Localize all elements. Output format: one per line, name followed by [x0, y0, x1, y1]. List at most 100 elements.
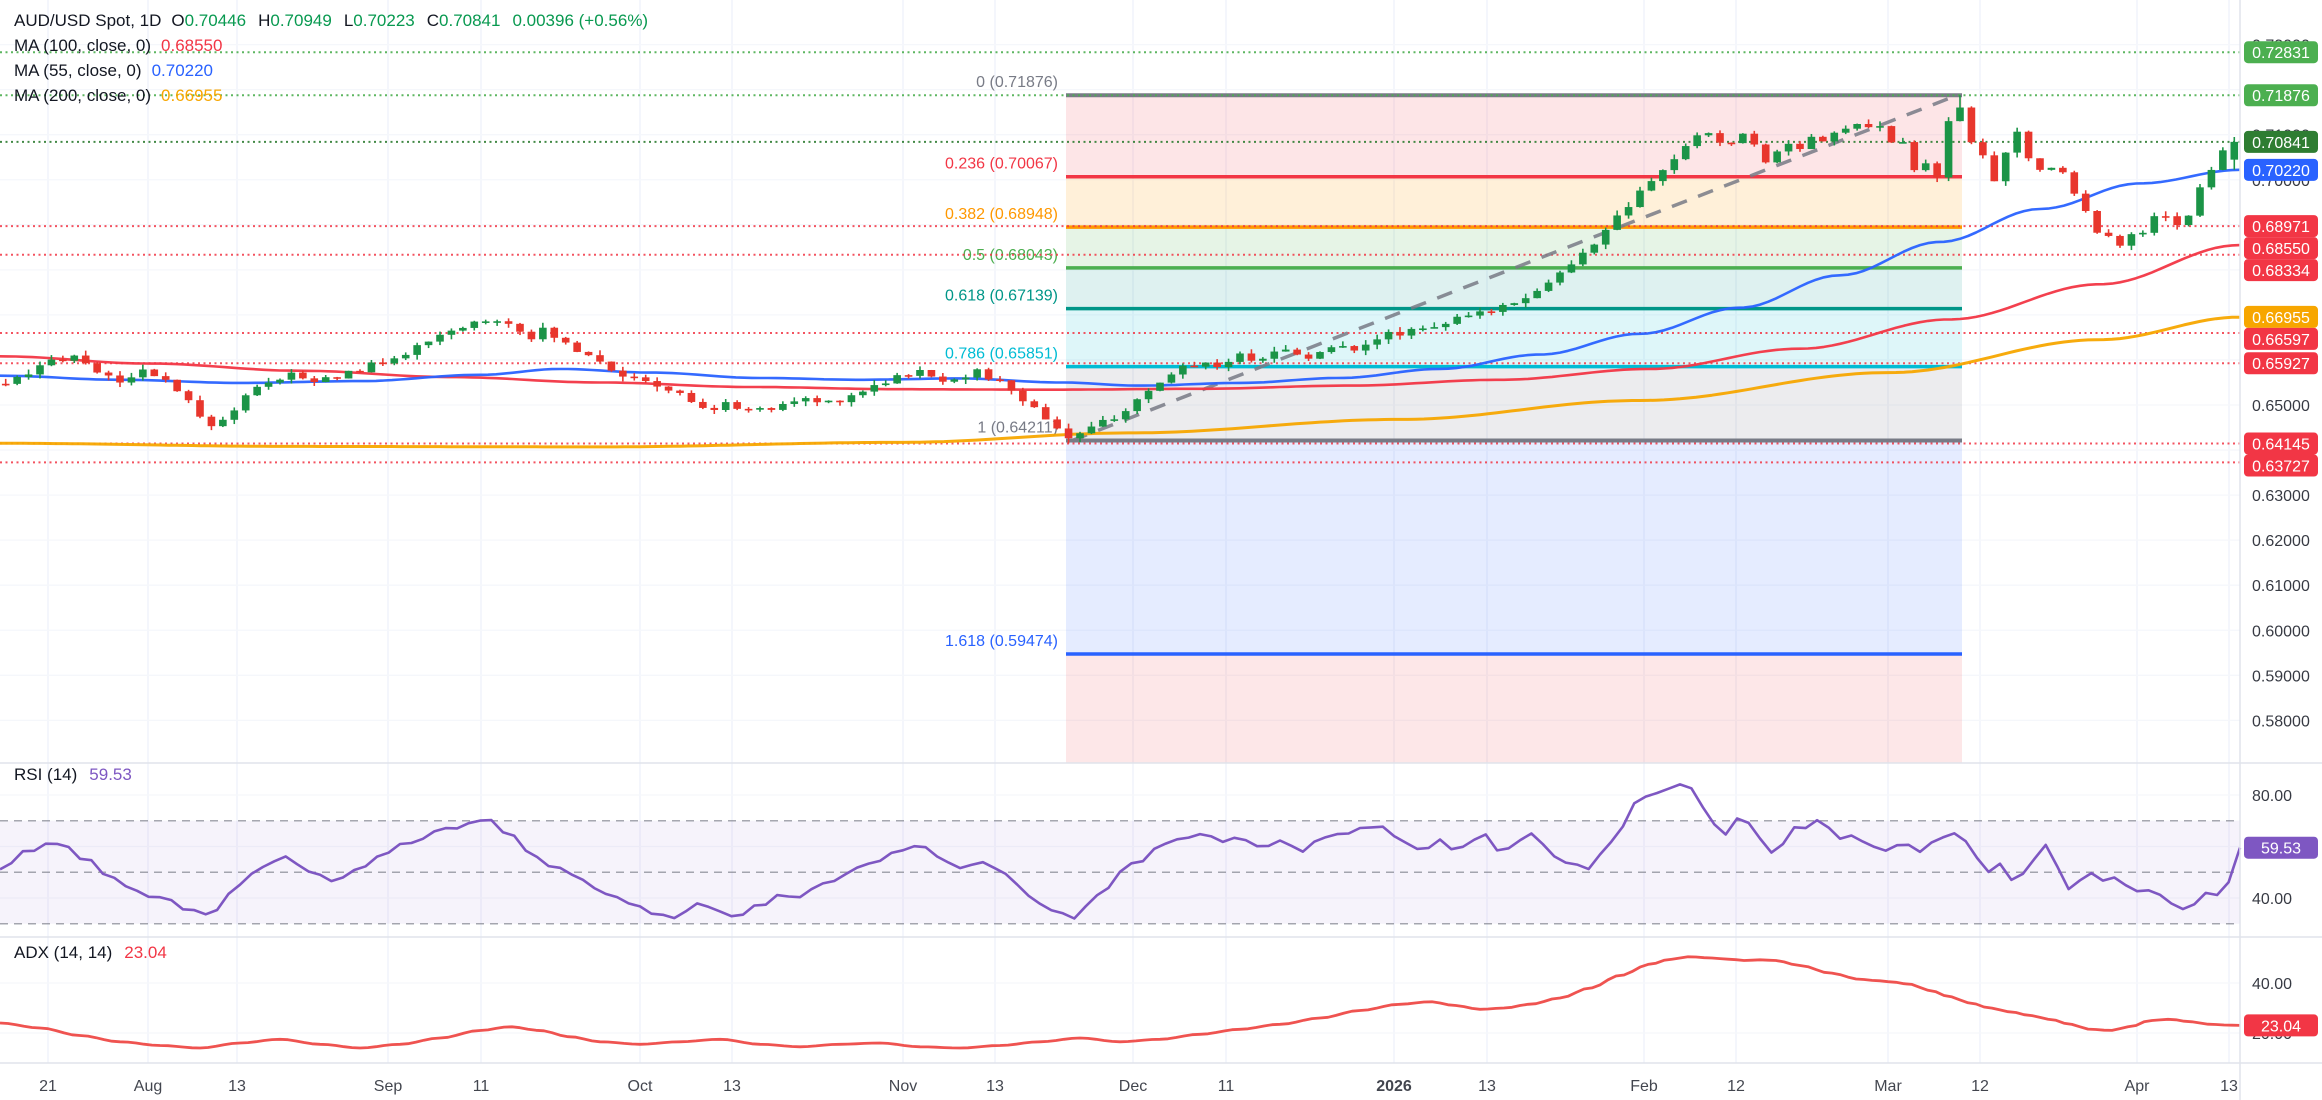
candle-body: [93, 363, 101, 373]
candle-body: [847, 395, 856, 403]
candle-body: [1590, 244, 1599, 253]
candle-body: [1316, 352, 1324, 359]
candle-body: [2059, 167, 2067, 173]
candle-body: [264, 382, 273, 387]
candle-body: [2070, 172, 2079, 194]
candle-body: [607, 361, 616, 371]
candle-body: [1339, 346, 1347, 348]
candle-body: [253, 386, 261, 396]
time-scale[interactable]: 21 Aug 13 Sep 11 Oct 13 Nov 13 Dec 11 2026 13 Feb 12 Ma…: [39, 1078, 2238, 1095]
candle-body: [1830, 132, 1839, 142]
candle-body: [1270, 351, 1279, 359]
ma-legend-row-1[interactable]: MA (55, close, 0) 0.70220: [14, 58, 648, 83]
price-tick-label: 0.63000: [2252, 488, 2310, 505]
candle-body: [721, 402, 730, 411]
candle-body: [1361, 344, 1370, 351]
time-tick-label: 12: [1727, 1078, 1745, 1095]
candle-body: [1841, 128, 1850, 133]
ma-legend-row-2[interactable]: MA (200, close, 0) 0.66955: [14, 83, 648, 108]
candle-body: [2196, 187, 2204, 216]
candle-body: [1716, 133, 1724, 143]
adx-pane[interactable]: [0, 955, 2241, 1050]
rsi-badge-bg: [2244, 836, 2318, 859]
price-badge-text: 0.66955: [2252, 310, 2310, 327]
rsi-badge-text: 59.53: [2261, 841, 2301, 858]
candle-body: [1681, 146, 1690, 160]
candle-body: [1899, 142, 1907, 144]
candle-body: [1190, 365, 1199, 368]
candle-body: [184, 391, 193, 401]
adx-pane-label[interactable]: ADX (14, 14) 23.04: [14, 943, 167, 963]
fib-level-label: 0.5 (0.68043): [963, 247, 1058, 264]
candle-body: [927, 370, 936, 377]
candle-body: [70, 355, 79, 361]
candle-body: [1087, 426, 1096, 434]
ma-legend-row-0[interactable]: MA (100, close, 0) 0.68550: [14, 33, 648, 58]
trend-line[interactable]: [1071, 94, 1957, 443]
symbol-legend[interactable]: AUD/USD Spot, 1D O0.70446 H0.70949 L0.70223…: [14, 8, 648, 108]
candle-body: [1990, 155, 1999, 182]
candle-body: [1476, 311, 1484, 316]
candle-body: [1910, 142, 1919, 171]
change-value: 0.00396 (+0.56%): [512, 11, 649, 30]
ma55-line: [0, 168, 2241, 387]
price-tick-label: 0.58000: [2252, 713, 2310, 730]
price-tick-label: 0.59000: [2252, 668, 2310, 685]
candle-body: [1441, 323, 1450, 328]
candle-body: [173, 379, 181, 392]
ma-label: MA (55, close, 0): [14, 61, 142, 80]
candle-body: [2001, 152, 2010, 182]
time-tick-label: Feb: [1630, 1078, 1658, 1095]
candle-body: [1944, 121, 1953, 178]
candle-body: [1773, 151, 1781, 163]
candle-body: [1259, 358, 1267, 361]
candle-body: [539, 327, 547, 340]
ma200-line: [0, 315, 2241, 449]
time-tick-label: 13: [2220, 1078, 2238, 1095]
candle-body: [1887, 126, 1896, 143]
price-badge-bg: [2244, 305, 2318, 328]
candle-body: [1053, 419, 1061, 429]
candle-body: [824, 400, 833, 403]
candle-body: [1499, 304, 1507, 312]
candle-body: [527, 331, 536, 340]
fib-band: [1066, 227, 1962, 268]
ma-label: MA (200, close, 0): [14, 86, 152, 105]
price-badge-text: 0.70841: [2252, 135, 2310, 152]
candle-body: [2184, 215, 2193, 226]
candle-body: [790, 401, 799, 404]
rsi-pane[interactable]: [0, 783, 2242, 925]
rsi-tick-label: 40.00: [2252, 891, 2292, 908]
time-tick-label: 11: [473, 1078, 490, 1095]
candle-body: [401, 354, 410, 359]
candle-body: [139, 369, 147, 378]
candle-body: [1704, 133, 1713, 136]
candle-body: [893, 375, 901, 384]
adx-badge-bg: [2244, 1014, 2318, 1037]
ma-value: 0.70220: [151, 61, 214, 80]
candle-body: [1373, 339, 1381, 345]
rsi-pane-label[interactable]: RSI (14) 59.53: [14, 765, 132, 785]
candle-body: [1784, 143, 1793, 152]
candle-body: [1213, 362, 1221, 368]
candle-body: [413, 345, 421, 355]
price-badge-text: 0.71876: [2252, 88, 2310, 105]
candle-body: [516, 323, 524, 332]
candle-body: [996, 379, 1004, 382]
candle-body: [1041, 407, 1050, 420]
time-tick-label: 12: [1971, 1078, 1989, 1095]
fib-level-label: 0 (0.71876): [976, 74, 1058, 91]
candle-body: [1761, 144, 1770, 163]
candle-body: [2207, 169, 2216, 188]
candle-body: [493, 321, 501, 323]
price-badge-text: 0.68334: [2252, 263, 2310, 280]
price-badge-text: 0.68971: [2252, 219, 2310, 236]
candle-body: [950, 379, 959, 382]
adx-value: 23.04: [124, 943, 167, 962]
ohlc-l: L0.70223: [343, 11, 415, 30]
candle-body: [767, 408, 776, 410]
candle-body: [1544, 282, 1553, 291]
price-badge-text: 0.64145: [2252, 437, 2310, 454]
